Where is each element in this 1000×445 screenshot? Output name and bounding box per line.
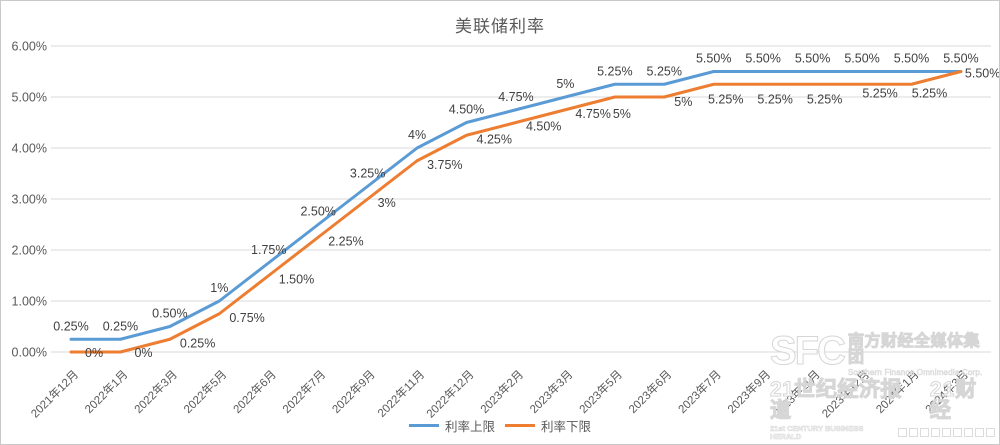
svg-text:0.25%: 0.25% bbox=[53, 319, 88, 333]
series-data-labels-1: 0% 0%0.25%0.75%1.50%2.25%3%3.75%4.25%4.50… bbox=[85, 67, 1000, 361]
svg-text:4.75%: 4.75% bbox=[575, 107, 610, 121]
svg-text:5%: 5% bbox=[674, 95, 692, 109]
svg-text:2.25%: 2.25% bbox=[328, 234, 363, 248]
svg-text:5.25%: 5.25% bbox=[647, 64, 682, 78]
legend-label-upper: 利率上限 bbox=[444, 420, 495, 434]
svg-text:2022年5月: 2022年5月 bbox=[181, 367, 230, 416]
svg-text:0.25%: 0.25% bbox=[103, 319, 138, 333]
svg-text:5.50%: 5.50% bbox=[943, 52, 978, 66]
chart-title: 美联储利率 bbox=[455, 17, 545, 36]
svg-text:5%: 5% bbox=[556, 77, 574, 91]
svg-text:2024年3月: 2024年3月 bbox=[922, 367, 971, 416]
svg-text:0.50%: 0.50% bbox=[152, 307, 187, 321]
svg-text:2023年6月: 2023年6月 bbox=[626, 367, 675, 416]
svg-text:2.00%: 2.00% bbox=[12, 244, 47, 258]
svg-text:1.50%: 1.50% bbox=[279, 273, 314, 287]
svg-text:2023年11月: 2023年11月 bbox=[770, 367, 823, 420]
svg-text:3.00%: 3.00% bbox=[12, 193, 47, 207]
svg-text:4%: 4% bbox=[408, 128, 426, 142]
svg-text:2022年3月: 2022年3月 bbox=[131, 367, 180, 416]
svg-text:1.75%: 1.75% bbox=[251, 243, 286, 257]
svg-text:2024年1月: 2024年1月 bbox=[873, 367, 922, 416]
svg-text:0.00%: 0.00% bbox=[12, 346, 47, 360]
svg-text:5.50%: 5.50% bbox=[745, 52, 780, 66]
series-data-labels-0: 0.25% 0.25% 0.50% 1% 1.75% 2.50% 3.25% 4% 4.50% 4… bbox=[53, 52, 978, 334]
legend-item-rate-upper: 利率上限 bbox=[408, 416, 495, 435]
svg-text:1%: 1% bbox=[210, 281, 228, 295]
svg-text:0%: 0% bbox=[85, 346, 103, 360]
svg-text:5.50%: 5.50% bbox=[795, 52, 830, 66]
svg-text:5.25%: 5.25% bbox=[807, 92, 842, 106]
legend-item-rate-lower: 利率下限 bbox=[505, 416, 591, 435]
svg-text:2023年7月: 2023年7月 bbox=[675, 367, 724, 416]
svg-text:2022年7月: 2022年7月 bbox=[280, 367, 329, 416]
svg-text:5.25%: 5.25% bbox=[708, 92, 743, 106]
svg-text:2022年12月: 2022年12月 bbox=[423, 367, 476, 420]
svg-text:2022年6月: 2022年6月 bbox=[230, 367, 279, 416]
legend: 利率上限 利率下限 bbox=[408, 416, 591, 435]
svg-text:5.25%: 5.25% bbox=[862, 86, 897, 100]
y-gridlines bbox=[51, 45, 991, 353]
svg-text:5.25%: 5.25% bbox=[757, 92, 792, 106]
svg-text:2023年2月: 2023年2月 bbox=[477, 367, 526, 416]
svg-text:4.50%: 4.50% bbox=[526, 120, 561, 134]
svg-text:0.25%: 0.25% bbox=[180, 336, 215, 350]
svg-text:2023年5月: 2023年5月 bbox=[576, 367, 625, 416]
svg-text:5.25%: 5.25% bbox=[912, 86, 947, 100]
svg-text:2022年1月: 2022年1月 bbox=[82, 367, 131, 416]
svg-text:4.50%: 4.50% bbox=[449, 103, 484, 117]
svg-text:5.50%: 5.50% bbox=[844, 52, 879, 66]
svg-text:2022年11月: 2022年11月 bbox=[374, 367, 427, 420]
svg-text:1.00%: 1.00% bbox=[12, 295, 47, 309]
series-line-1 bbox=[69, 70, 963, 354]
svg-text:0.75%: 0.75% bbox=[229, 311, 264, 325]
legend-label-lower: 利率下限 bbox=[541, 420, 592, 434]
svg-text:0%: 0% bbox=[134, 346, 152, 360]
svg-text:3.25%: 3.25% bbox=[350, 166, 385, 180]
series-line-0 bbox=[69, 70, 963, 341]
svg-text:6.00%: 6.00% bbox=[12, 40, 47, 54]
svg-text:4.75%: 4.75% bbox=[498, 90, 533, 104]
svg-text:2.50%: 2.50% bbox=[300, 205, 335, 219]
legend-swatch-lower bbox=[505, 424, 535, 427]
svg-text:2023年12月: 2023年12月 bbox=[819, 367, 872, 420]
svg-text:5.50%: 5.50% bbox=[894, 52, 929, 66]
x-axis-tick-labels: 2021年12月 2022年1月 2022年3月 2022年5月 2022年6月 2022… bbox=[28, 367, 971, 420]
svg-text:2021年12月: 2021年12月 bbox=[28, 367, 81, 420]
svg-text:5%: 5% bbox=[613, 107, 631, 121]
legend-swatch-upper bbox=[408, 424, 439, 427]
svg-text:3%: 3% bbox=[378, 196, 396, 210]
svg-text:3.75%: 3.75% bbox=[427, 158, 462, 172]
svg-text:2023年3月: 2023年3月 bbox=[527, 367, 576, 416]
svg-text:5.00%: 5.00% bbox=[12, 91, 47, 105]
svg-text:5.50%: 5.50% bbox=[696, 52, 731, 66]
svg-text:4.25%: 4.25% bbox=[477, 132, 512, 146]
svg-text:5.50%: 5.50% bbox=[965, 67, 1000, 81]
svg-text:4.00%: 4.00% bbox=[12, 142, 47, 156]
y-axis-tick-labels: 6.00% 5.00% 4.00% 3.00% 2.00% 1.00% 0.00% bbox=[12, 40, 47, 360]
svg-text:2023年9月: 2023年9月 bbox=[725, 367, 774, 416]
svg-text:5.25%: 5.25% bbox=[597, 64, 632, 78]
svg-text:2022年9月: 2022年9月 bbox=[329, 367, 378, 416]
